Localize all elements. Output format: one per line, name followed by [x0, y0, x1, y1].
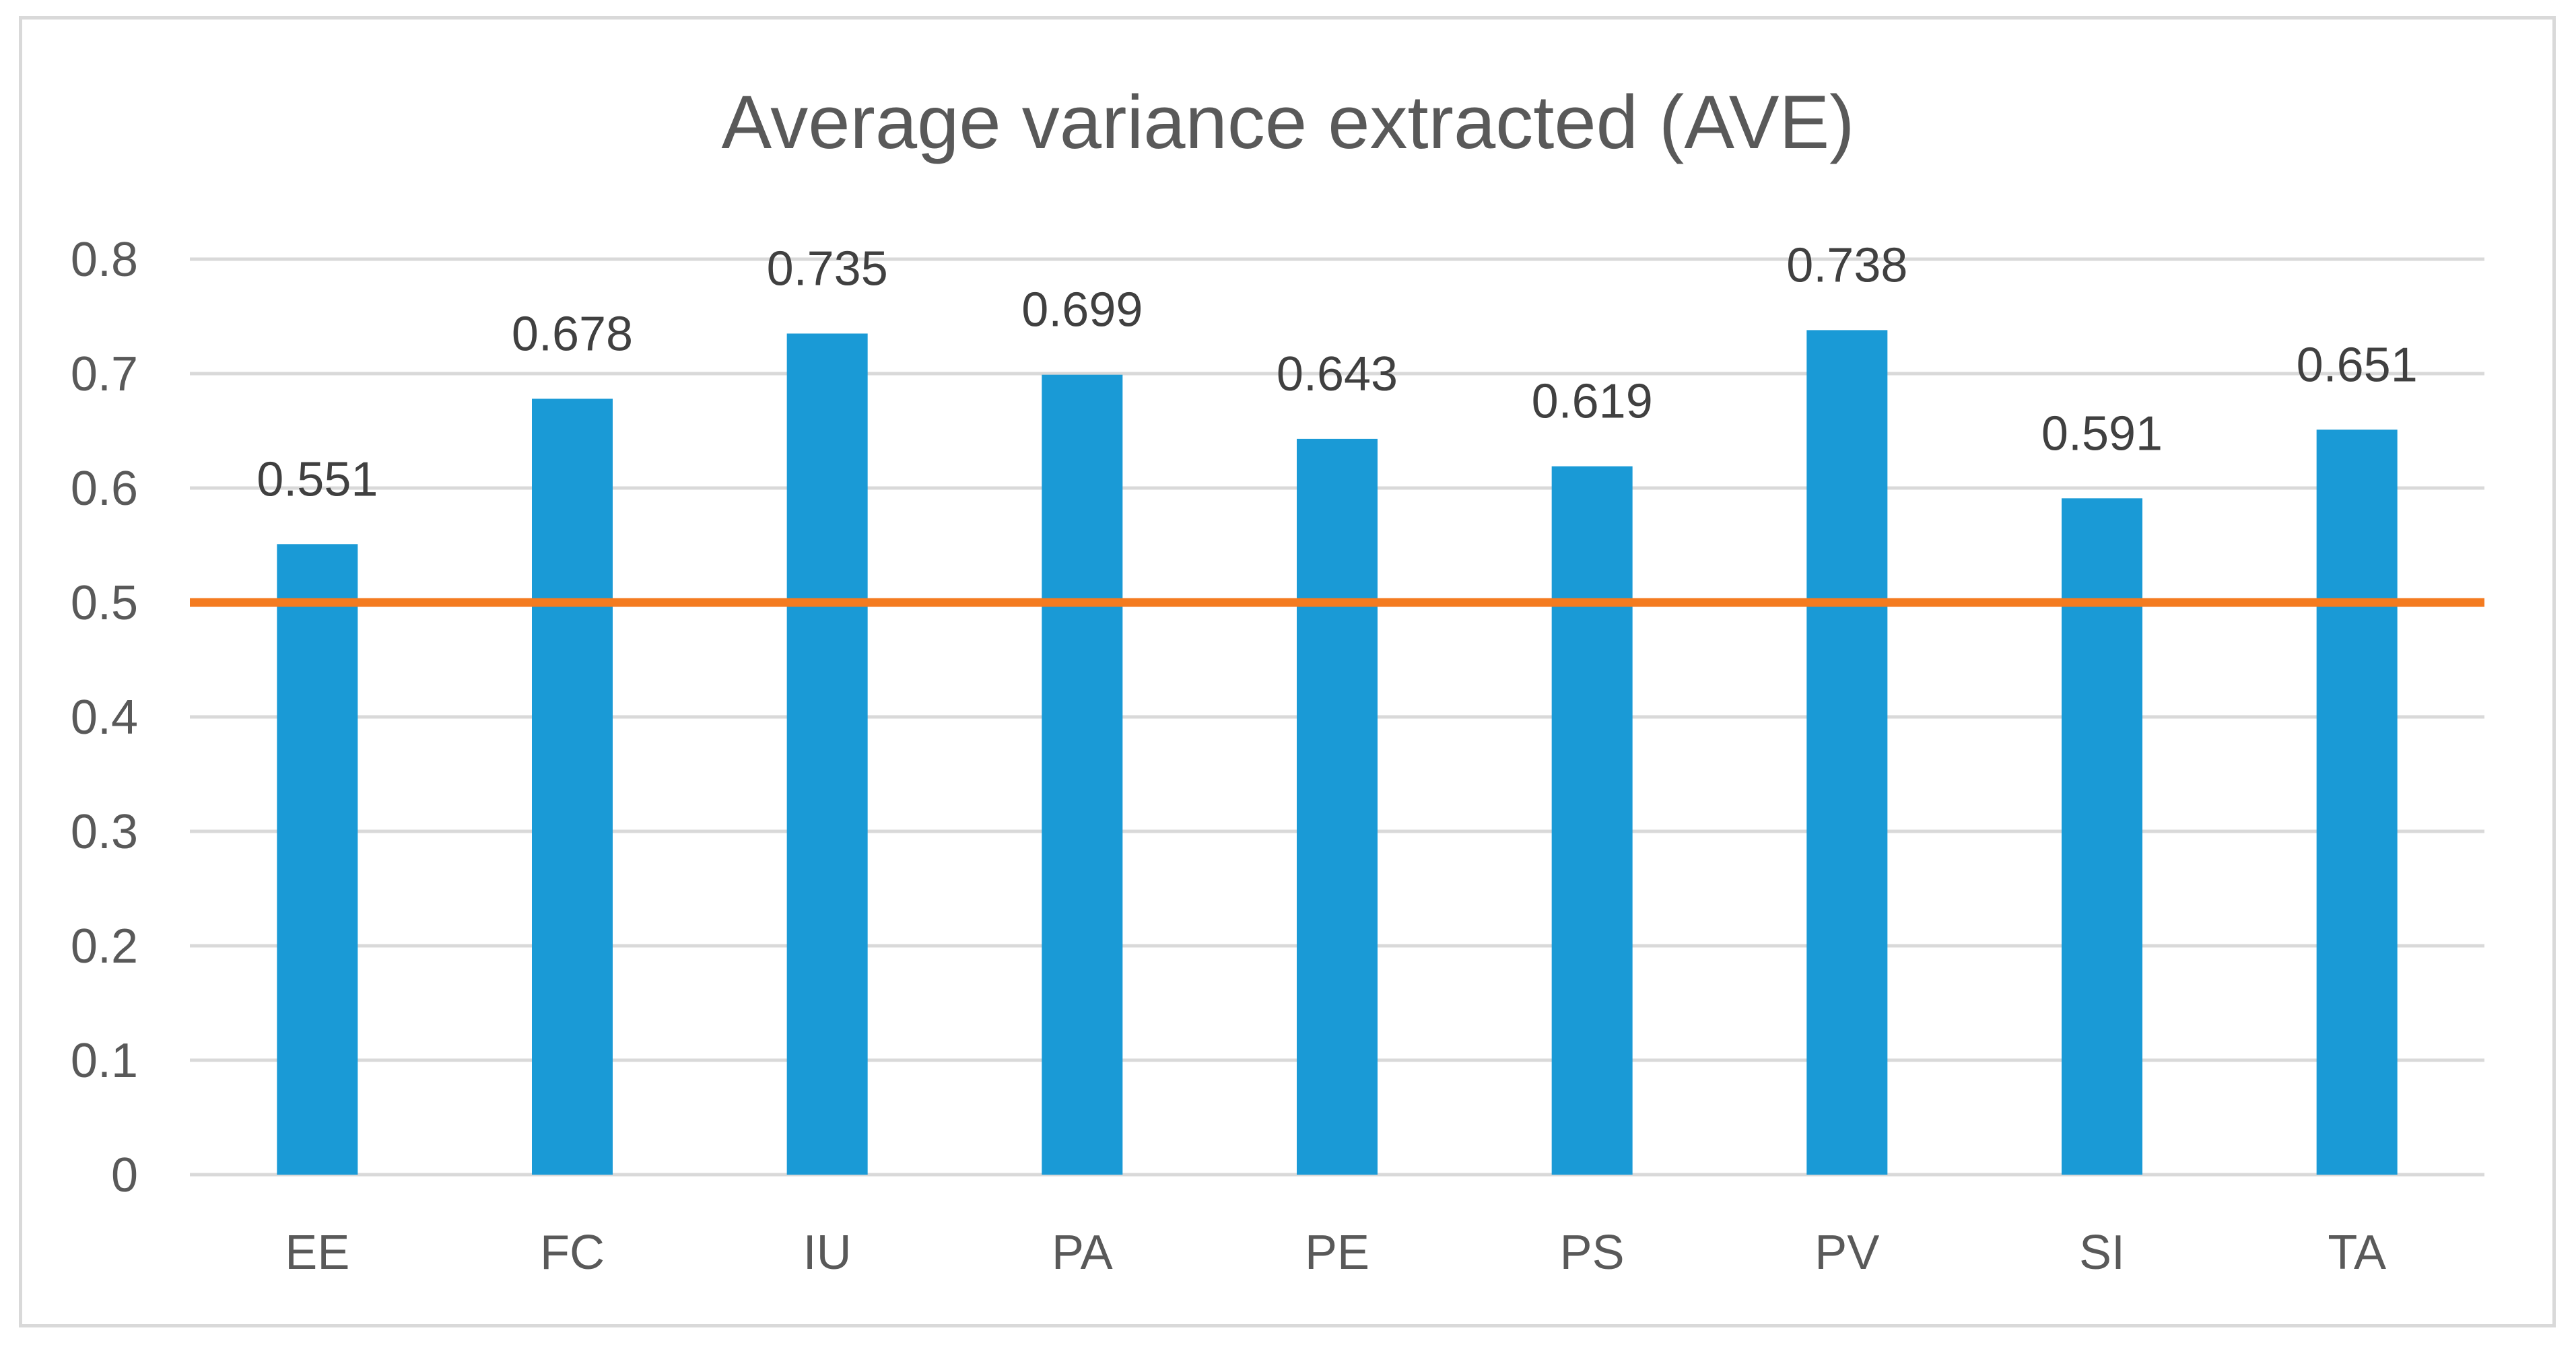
bar-fc	[532, 399, 613, 1175]
y-tick-label: 0	[111, 1148, 138, 1202]
x-tick-label: FC	[540, 1226, 605, 1280]
y-tick-label: 0.8	[71, 233, 138, 287]
bar-si	[2062, 498, 2142, 1175]
x-tick-label: IU	[803, 1226, 852, 1280]
y-tick-label: 0.7	[71, 347, 138, 401]
y-tick-label: 0.4	[71, 691, 138, 745]
data-label-fc: 0.678	[512, 307, 633, 361]
bar-ee	[277, 544, 358, 1175]
bar-ta	[2316, 429, 2398, 1175]
x-tick-label: PS	[1560, 1226, 1625, 1280]
x-tick-label: PE	[1305, 1226, 1369, 1280]
y-tick-label: 0.3	[71, 805, 138, 859]
data-label-pe: 0.643	[1277, 347, 1398, 401]
bar-iu	[786, 333, 868, 1175]
chart-title: Average variance extracted (AVE)	[722, 80, 1855, 164]
y-tick-label: 0.1	[71, 1034, 138, 1088]
x-tick-label: PV	[1815, 1226, 1879, 1280]
x-tick-label: EE	[285, 1226, 349, 1280]
data-label-iu: 0.735	[767, 242, 888, 296]
x-tick-label: TA	[2328, 1226, 2386, 1280]
y-axis-tick-labels: 0 0.1 0.2 0.3 0.4 0.5 0.6 0.7 0.8	[71, 233, 138, 1202]
x-tick-label: SI	[2079, 1226, 2125, 1280]
data-labels: 0.551 0.678 0.735 0.699 0.643 0.619 0.738 0.591…	[257, 238, 2418, 506]
bar-pe	[1297, 438, 1378, 1175]
data-label-si: 0.591	[2041, 407, 2163, 460]
bars	[277, 330, 2398, 1175]
y-tick-label: 0.5	[71, 576, 138, 630]
x-axis-tick-labels: EE FC IU PA PE PS PV SI TA	[285, 1226, 2386, 1280]
bar-ps	[1551, 466, 1633, 1175]
bar-pa	[1042, 374, 1123, 1175]
data-label-ps: 0.619	[1532, 375, 1653, 429]
y-tick-label: 0.6	[71, 462, 138, 516]
y-tick-label: 0.2	[71, 920, 138, 973]
x-tick-label: PA	[1052, 1226, 1113, 1280]
data-label-pv: 0.738	[1786, 238, 1907, 292]
data-label-pa: 0.699	[1021, 283, 1143, 337]
bar-pv	[1806, 330, 1888, 1175]
data-label-ta: 0.651	[2297, 338, 2418, 392]
data-label-ee: 0.551	[257, 452, 378, 506]
